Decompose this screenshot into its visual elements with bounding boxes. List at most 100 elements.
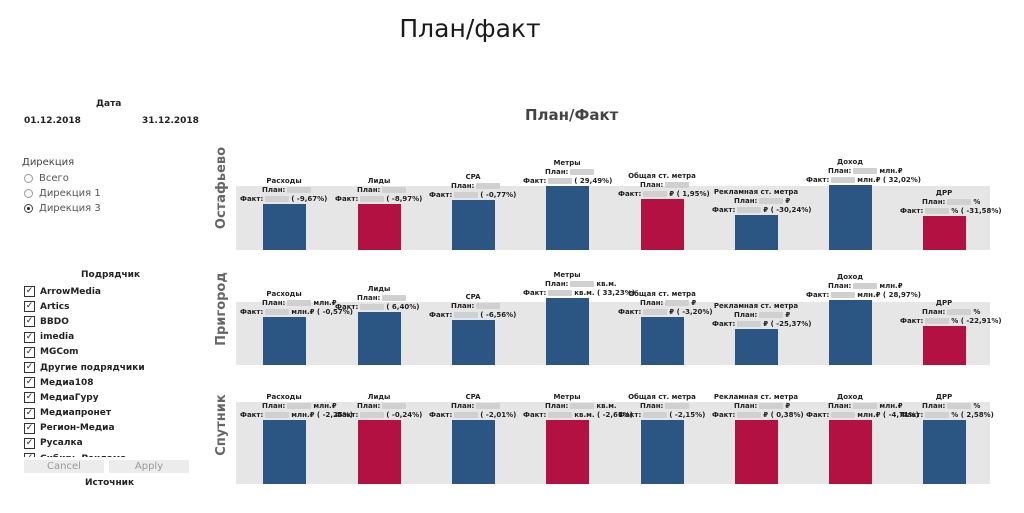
direction-option[interactable]: Дирекция 3 <box>24 201 101 215</box>
fact-bar[interactable] <box>452 200 495 250</box>
checkbox-checked-icon[interactable]: ✓ <box>24 316 35 328</box>
redacted-value <box>665 403 690 409</box>
checkbox-checked-icon[interactable]: ✓ <box>24 346 35 358</box>
chart-title: План/Факт <box>525 106 619 124</box>
redacted-value <box>570 281 595 287</box>
plan-line: План:% <box>922 402 981 410</box>
contractor-option[interactable]: ✓ MGCom <box>24 345 190 360</box>
direction-option[interactable]: Всего <box>24 171 69 185</box>
redacted-value <box>265 309 290 315</box>
fact-bar[interactable] <box>546 186 589 250</box>
fact-bar[interactable] <box>735 329 778 365</box>
fact-bar[interactable] <box>923 326 966 365</box>
fact-line: Факт:% ( 2,58%) <box>900 411 994 419</box>
fact-bar[interactable] <box>358 420 401 484</box>
contractor-option[interactable]: ✓ Медиа108 <box>24 375 190 390</box>
fact-bar[interactable] <box>735 420 778 484</box>
fact-bar[interactable] <box>829 300 872 365</box>
contractor-option[interactable]: ✓ Русалка <box>24 436 190 451</box>
contractor-option[interactable]: ✓ Artics <box>24 299 190 314</box>
plan-line: План: кв.м. <box>545 402 617 410</box>
fact-bar[interactable] <box>641 420 684 484</box>
redacted-value <box>759 198 784 204</box>
date-to-input[interactable]: 31.12.2018 <box>142 116 199 126</box>
plan-line: План: ₽ <box>640 299 697 307</box>
redacted-value <box>925 412 950 418</box>
contractor-option[interactable]: ✓ Регион-Медиа <box>24 421 190 436</box>
plan-line: План: ₽ <box>734 402 791 410</box>
fact-bar[interactable] <box>641 199 684 250</box>
checkbox-checked-icon[interactable]: ✓ <box>24 437 35 449</box>
checkbox-checked-icon[interactable]: ✓ <box>24 392 35 404</box>
fact-bar[interactable] <box>735 215 778 250</box>
redacted-value <box>737 207 762 213</box>
checkbox-checked-icon[interactable]: ✓ <box>24 422 35 434</box>
fact-line: Факт: млн.₽ ( -4,71%) <box>806 411 919 419</box>
plan-line: План: млн.₽ <box>828 167 903 175</box>
plan-line: План: <box>451 402 502 410</box>
fact-bar[interactable] <box>452 420 495 484</box>
metric-name: Лиды <box>367 393 391 401</box>
redacted-value <box>643 412 668 418</box>
redacted-value <box>737 412 762 418</box>
fact-line: Факт: ₽ ( -30,24%) <box>712 206 812 214</box>
redacted-value <box>454 412 479 418</box>
contractor-option-label: Artics <box>40 301 70 312</box>
contractor-option[interactable]: ✓ imedia <box>24 330 190 345</box>
metric-name: Расходы <box>266 290 302 298</box>
fact-line: Факт: млн.₽ ( 32,02%) <box>806 176 921 184</box>
plan-line: План: <box>262 186 313 194</box>
fact-bar[interactable] <box>923 420 966 484</box>
checkbox-checked-icon[interactable]: ✓ <box>24 453 35 457</box>
checkbox-checked-icon[interactable]: ✓ <box>24 377 35 389</box>
fact-bar[interactable] <box>358 204 401 250</box>
redacted-value <box>382 403 407 409</box>
fact-bar[interactable] <box>263 204 306 250</box>
contractor-checkbox-list[interactable]: ✓ ArrowMedia ✓ Artics ✓ BBDO ✓ imedia ✓ MGCom ✓ Дру… <box>24 284 190 457</box>
fact-bar[interactable] <box>641 317 684 365</box>
fact-bar[interactable] <box>263 420 306 484</box>
metric-name: Расходы <box>266 393 302 401</box>
metric-name: Метры <box>553 393 581 401</box>
fact-bar[interactable] <box>546 298 589 365</box>
checkbox-checked-icon[interactable]: ✓ <box>24 301 35 313</box>
redacted-value <box>382 295 407 301</box>
redacted-value <box>360 412 385 418</box>
checkbox-checked-icon[interactable]: ✓ <box>24 362 35 374</box>
checkbox-checked-icon[interactable]: ✓ <box>24 286 35 298</box>
cancel-button[interactable]: Cancel <box>24 460 104 473</box>
fact-bar[interactable] <box>829 420 872 484</box>
fact-line: Факт:( -6,56%) <box>429 311 517 319</box>
fact-bar[interactable] <box>358 312 401 365</box>
contractor-option[interactable]: ✓ Медиапронет <box>24 406 190 421</box>
radio-selected-icon[interactable] <box>24 203 33 213</box>
redacted-value <box>643 309 668 315</box>
source-filter-label: Источник <box>85 478 135 488</box>
fact-bar[interactable] <box>829 185 872 250</box>
contractor-option-label: MGCom <box>40 347 79 358</box>
radio-empty-icon[interactable] <box>24 188 33 198</box>
redacted-value <box>287 300 312 306</box>
contractor-option[interactable]: ✓ Сибирь-Реклама <box>24 451 190 457</box>
checkbox-checked-icon[interactable]: ✓ <box>24 407 35 419</box>
date-from-input[interactable]: 01.12.2018 <box>24 116 81 126</box>
page-title: План/факт <box>399 14 541 43</box>
checkbox-checked-icon[interactable]: ✓ <box>24 331 35 343</box>
contractor-option[interactable]: ✓ Другие подрядчики <box>24 360 190 375</box>
direction-option[interactable]: Дирекция 1 <box>24 186 101 200</box>
contractor-option[interactable]: ✓ МедиаГуру <box>24 390 190 405</box>
redacted-value <box>476 303 501 309</box>
fact-bar[interactable] <box>263 317 306 365</box>
fact-bar[interactable] <box>923 216 966 250</box>
contractor-option[interactable]: ✓ BBDO <box>24 314 190 329</box>
plan-line: План: <box>640 402 691 410</box>
plan-line: План: ₽ <box>734 311 791 319</box>
contractor-filter-label: Подрядчик <box>81 270 141 280</box>
fact-bar[interactable] <box>452 320 495 365</box>
apply-button[interactable]: Apply <box>109 460 189 473</box>
contractor-option-label: imedia <box>40 332 75 343</box>
fact-line: Факт:( -0,24%) <box>335 411 423 419</box>
radio-empty-icon[interactable] <box>24 173 33 183</box>
contractor-option[interactable]: ✓ ArrowMedia <box>24 284 190 299</box>
fact-bar[interactable] <box>546 420 589 484</box>
